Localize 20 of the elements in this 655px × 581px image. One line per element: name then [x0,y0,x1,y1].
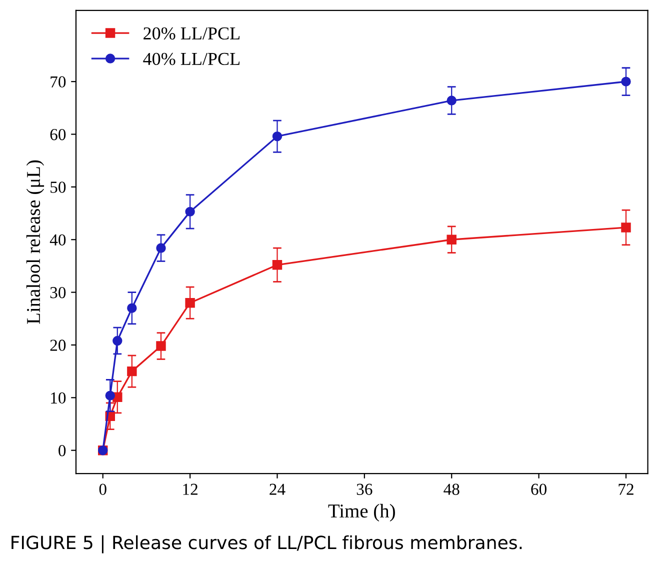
y-axis-title: Linalool release (μL) [26,160,44,324]
legend-label: 40% LL/PCL [143,52,240,66]
y-tick-label: 0 [58,445,66,456]
x-tick-label: 72 [618,484,634,495]
y-tick-label: 30 [50,286,66,298]
y-tick-label: 40 [50,234,66,246]
y-tick-label: 50 [50,182,66,193]
x-tick-label: 48 [444,484,460,495]
x-tick-label: 60 [531,484,547,495]
y-tick-label: 70 [50,76,66,88]
legend-label: 20% LL/PCL [144,27,240,40]
x-tick-label: 0 [99,484,106,495]
y-tick-label: 10 [51,392,66,404]
caption: FIGURE 5 | Release curves of LL/PCL fibrous membranes. [12,535,522,554]
x-tick-label: 24 [270,484,286,495]
x-axis-title: Time (h) [328,504,395,522]
x-tick-label: 36 [356,484,372,495]
y-tick-label: 60 [50,128,66,140]
x-tick-label: 12 [183,484,198,495]
y-tick-label: 20 [50,340,66,351]
